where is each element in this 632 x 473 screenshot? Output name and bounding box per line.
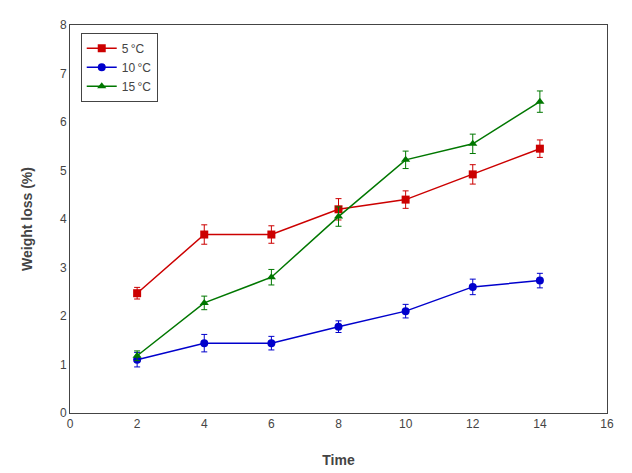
svg-text:4: 4 <box>60 212 67 226</box>
svg-text:1: 1 <box>60 358 67 372</box>
svg-text:2: 2 <box>60 309 67 323</box>
svg-text:4: 4 <box>201 417 208 431</box>
svg-text:6: 6 <box>268 417 275 431</box>
svg-text:8: 8 <box>60 18 67 32</box>
svg-text:Time: Time <box>322 452 355 468</box>
svg-text:0: 0 <box>67 417 74 431</box>
svg-text:12: 12 <box>466 417 480 431</box>
svg-text:16: 16 <box>600 417 614 431</box>
svg-text:10 °C: 10 °C <box>122 61 152 75</box>
svg-text:7: 7 <box>60 67 67 81</box>
svg-text:5 °C: 5 °C <box>122 42 145 56</box>
svg-text:15 °C: 15 °C <box>122 80 152 94</box>
svg-text:0: 0 <box>60 406 67 420</box>
svg-text:14: 14 <box>533 417 547 431</box>
svg-text:2: 2 <box>134 417 141 431</box>
svg-text:3: 3 <box>60 261 67 275</box>
svg-text:8: 8 <box>335 417 342 431</box>
svg-text:5: 5 <box>60 164 67 178</box>
svg-text:Weight loss (%): Weight loss (%) <box>19 167 35 271</box>
svg-text:6: 6 <box>60 115 67 129</box>
svg-text:10: 10 <box>399 417 413 431</box>
